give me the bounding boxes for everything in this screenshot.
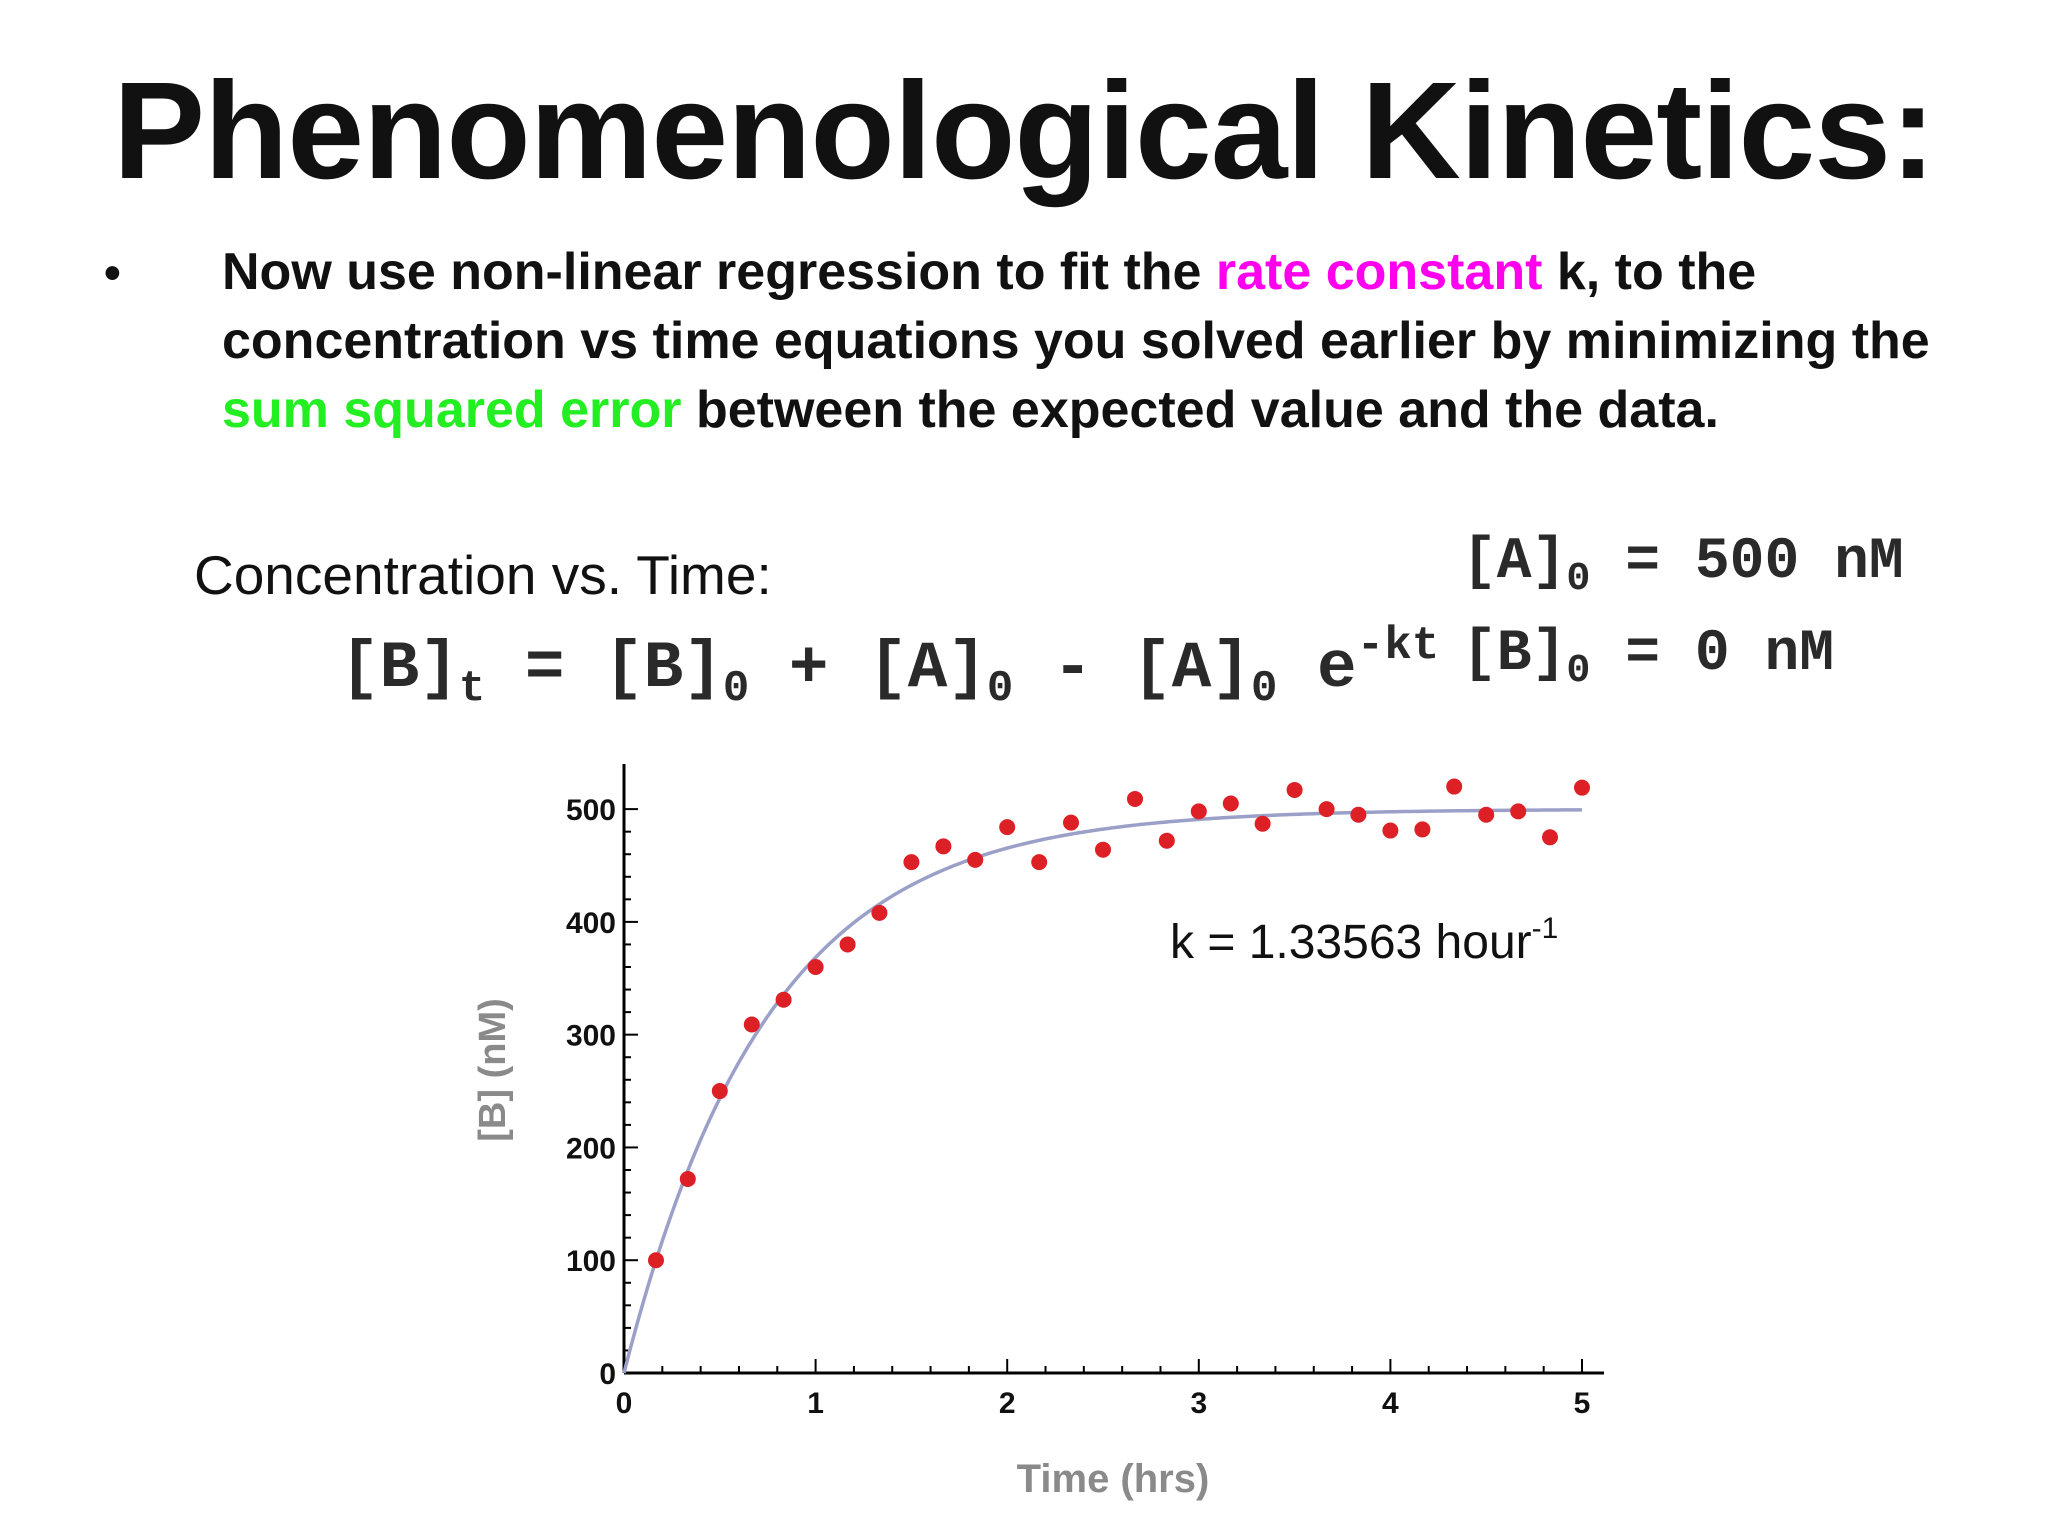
data-point (1350, 806, 1367, 823)
x-tick-label: 2 (999, 1387, 1016, 1420)
data-point (775, 991, 792, 1008)
eq-exp-base: e (1277, 631, 1357, 706)
bullet-text-part3: between the expected value and the data. (681, 381, 1719, 439)
data-point (967, 851, 984, 868)
x-tick-label: 3 (1190, 1387, 1207, 1420)
eq-lhs: [B] (340, 631, 459, 706)
eq-sub-a0-2: 0 (1250, 664, 1278, 714)
data-point (1478, 806, 1495, 823)
y-tick-label: 100 (566, 1245, 616, 1278)
param-a0-label: [A] (1462, 530, 1567, 595)
data-point (679, 1171, 696, 1188)
bullet-dot: • (104, 247, 121, 300)
data-point (1095, 841, 1111, 858)
data-point (1382, 822, 1399, 839)
sum-squared-error-highlight: sum squared error (222, 381, 682, 439)
x-tick-label: 5 (1574, 1387, 1591, 1420)
data-point (903, 854, 920, 871)
param-a0-value: = 500 nM (1590, 530, 1904, 595)
data-point (999, 819, 1016, 836)
y-tick-label: 300 (566, 1020, 616, 1053)
data-point (647, 1252, 664, 1269)
eq-a0: + [A] (749, 631, 987, 706)
data-point (1063, 814, 1080, 831)
data-point (743, 1016, 760, 1033)
rate-constant-annotation: k = 1.33563 hour-1 (1170, 912, 1558, 969)
data-point (807, 959, 824, 975)
y-axis-label: [B] (nM) (472, 998, 514, 1141)
data-point (1414, 821, 1431, 838)
data-point (1158, 832, 1175, 849)
data-point (711, 1083, 728, 1100)
param-b0-value: = 0 nM (1590, 622, 1835, 687)
data-point (1510, 803, 1527, 820)
rate-equation: [B]t = [B]0 + [A]0 - [A]0 e-kt (340, 620, 1439, 714)
slide-title: Phenomenological Kinetics: (113, 54, 1936, 208)
param-a0-sub: 0 (1566, 557, 1591, 602)
bullet-text-part1: Now use non-linear regression to fit the (222, 243, 1216, 301)
data-point (1031, 854, 1048, 871)
data-point (1190, 803, 1207, 820)
x-axis-label: Time (hrs) (1017, 1457, 1210, 1501)
y-tick-label: 500 (566, 794, 616, 827)
bullet-text: Now use non-linear regression to fit the… (222, 238, 1982, 445)
rate-constant-highlight: rate constant (1215, 243, 1543, 301)
eq-lhs-sub: t (458, 664, 486, 714)
y-tick-label: 400 (566, 907, 616, 940)
data-point (871, 904, 888, 921)
data-point (1446, 778, 1463, 795)
eq-b0: = [B] (485, 631, 723, 706)
data-point (1126, 790, 1143, 807)
eq-a0-minus: - [A] (1013, 631, 1251, 706)
eq-sub-a0: 0 (986, 664, 1014, 714)
data-point (1574, 779, 1590, 796)
data-point (839, 936, 856, 953)
data-point (1542, 829, 1559, 846)
bullet-text-part2: k, to the concentration vs time equation… (222, 243, 1930, 370)
data-point (1222, 795, 1239, 812)
y-tick-label: 0 (599, 1358, 616, 1391)
x-tick-label: 0 (616, 1387, 633, 1420)
data-point (1318, 801, 1335, 818)
param-b0-label: [B] (1462, 622, 1567, 687)
param-a0: [A]0 = 500 nM (1462, 530, 1904, 602)
data-point (1286, 781, 1303, 798)
param-b0-sub: 0 (1566, 649, 1591, 694)
param-b0: [B]0 = 0 nM (1462, 622, 1834, 694)
eq-sub-b0: 0 (722, 664, 750, 714)
y-tick-label: 200 (566, 1132, 616, 1165)
x-tick-label: 1 (807, 1387, 824, 1420)
x-tick-label: 4 (1382, 1387, 1399, 1420)
concentration-label: Concentration vs. Time: (194, 544, 772, 606)
data-point (935, 838, 952, 855)
eq-exponent: -kt (1356, 620, 1440, 672)
annotation-text: k = 1.33563 hour (1170, 916, 1532, 969)
annotation-superscript: -1 (1532, 912, 1559, 945)
fit-curve (622, 808, 1583, 1374)
data-point (1254, 815, 1271, 832)
